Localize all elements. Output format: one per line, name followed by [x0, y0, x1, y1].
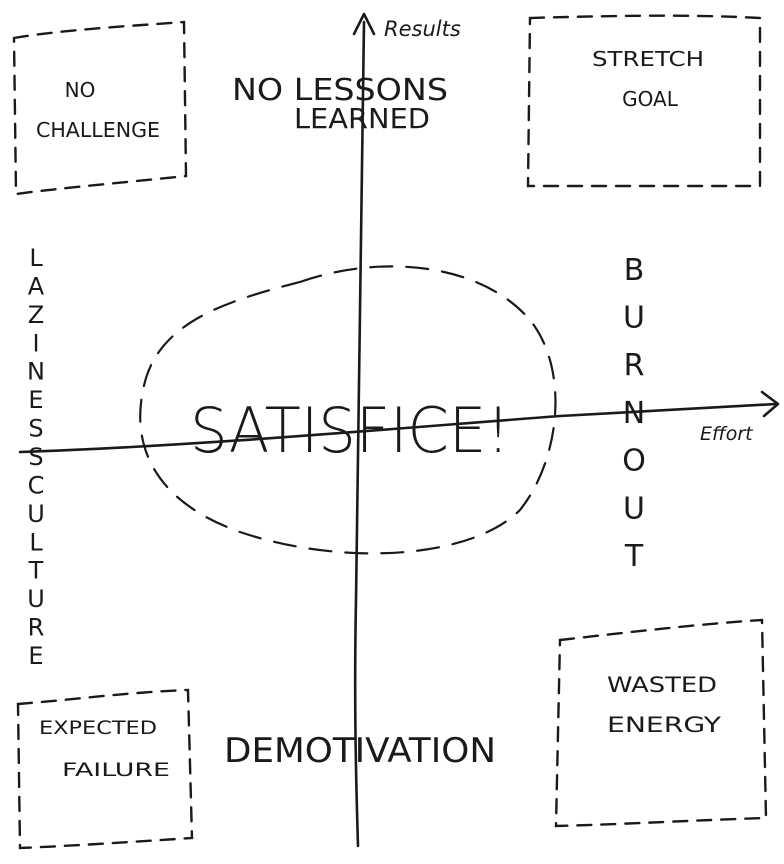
left-letter: Z [28, 301, 44, 329]
y-axis [353, 20, 366, 848]
box-bottom-left [16, 688, 194, 850]
top-edge-label-line2: LEARNED [294, 102, 430, 135]
top-left-label-line1: NO [65, 78, 96, 102]
left-letter: R [28, 614, 45, 642]
right-letter: R [624, 348, 645, 383]
x-axis-label: Effort [700, 423, 754, 445]
right-letter: B [624, 253, 645, 288]
right-letter: U [623, 301, 645, 336]
left-letter: S [28, 443, 43, 471]
x-axis-arrowhead [760, 390, 780, 418]
center-label: SATISFICE! [190, 394, 510, 467]
bottom-right-label-line2: ENERGY [607, 713, 721, 737]
right-letter: N [623, 396, 645, 431]
bottom-right-label-line1: WASTED [607, 673, 717, 697]
box-top-left [12, 20, 188, 196]
bottom-left-label-line2: FAILURE [62, 759, 170, 781]
bottom-edge-label: DEMOTIVATION [224, 731, 496, 771]
left-letter: T [28, 557, 44, 585]
y-axis-arrowhead [352, 12, 376, 36]
right-letter: O [622, 444, 646, 479]
satisfice-ellipse [139, 265, 557, 555]
left-letter: L [29, 244, 43, 272]
bottom-left-label-line1: EXPECTED [39, 717, 157, 739]
left-letter: I [32, 329, 39, 357]
x-axis [18, 402, 778, 454]
top-right-label-line2: GOAL [622, 87, 679, 111]
left-letter: L [29, 528, 43, 556]
left-letter: N [27, 358, 45, 386]
left-letter: S [28, 415, 43, 443]
left-letter: C [28, 471, 45, 499]
top-edge-label-line1: NO LESSONS [232, 73, 448, 108]
left-letter: U [27, 500, 45, 528]
top-right-label-line1: STRETCH [592, 47, 704, 71]
top-left-label-line2: CHALLENGE [36, 118, 160, 142]
right-letter: T [624, 539, 644, 574]
right-letter: U [623, 491, 645, 526]
y-axis-label: Results [384, 17, 461, 41]
box-top-right [526, 14, 762, 188]
left-letter: A [28, 272, 45, 300]
box-bottom-right [554, 618, 768, 828]
left-letter: U [27, 585, 45, 613]
left-letter: E [28, 642, 43, 670]
left-letter: E [28, 386, 43, 414]
